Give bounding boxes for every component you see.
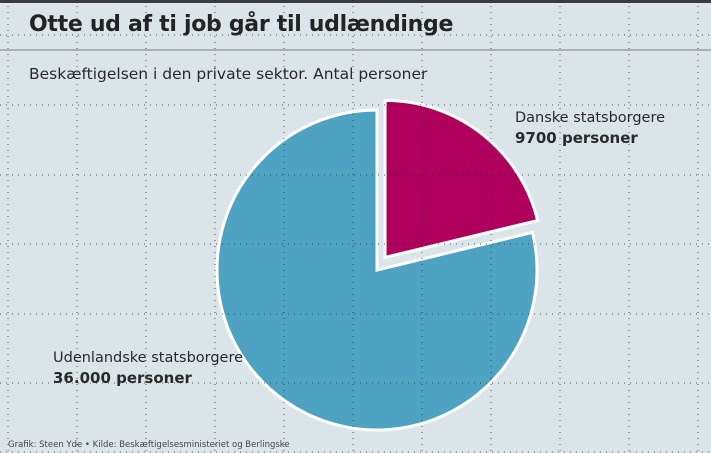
slice-name-danske: Danske statsborgere: [515, 110, 666, 126]
label-danske: Danske statsborgere 9700 personer: [515, 108, 665, 148]
top-bar: [0, 0, 711, 3]
chart-subtitle: Beskæftigelsen i den private sektor. Ant…: [29, 65, 428, 83]
label-udenlandske: Udenlandske statsborgere 36.000 personer: [53, 348, 243, 388]
title-divider: [0, 49, 711, 51]
pie-slice-udenlandske: [215, 108, 539, 432]
slice-name-udenlandske: Udenlandske statsborgere: [53, 350, 244, 366]
slice-value-danske: 9700 personer: [515, 129, 638, 147]
footer-credits: Grafik: Steen Yde • Kilde: Beskæftigelse…: [8, 440, 290, 450]
slice-value-udenlandske: 36.000 personer: [53, 369, 192, 387]
pie-slice-danske: [383, 98, 540, 260]
chart-title: Otte ud af ti job går til udlændinge: [29, 12, 454, 37]
